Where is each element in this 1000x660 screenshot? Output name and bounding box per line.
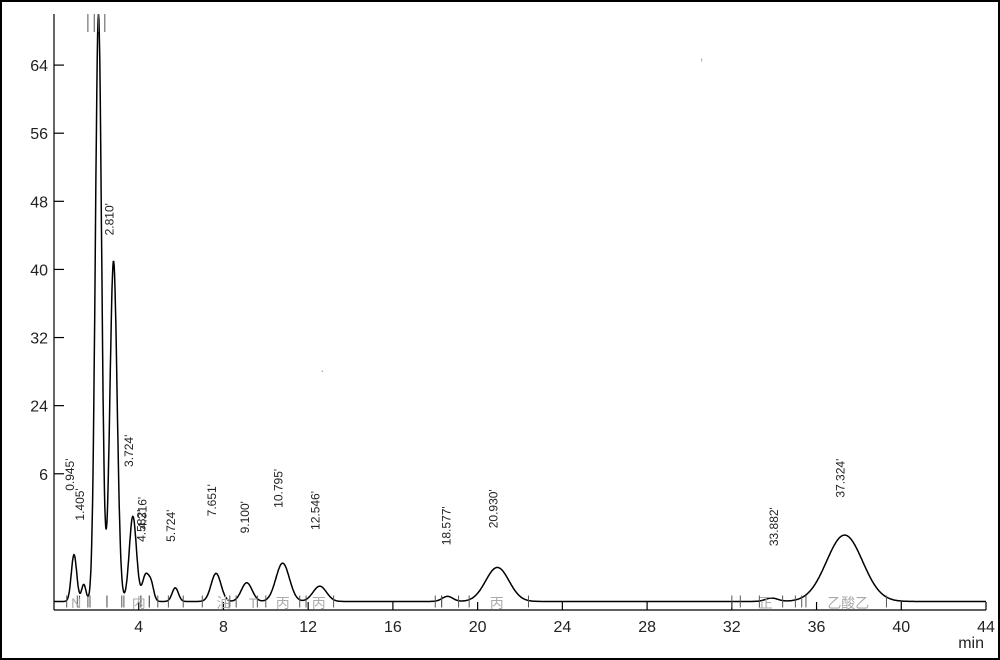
baseline-annotation: 乙酸乙 — [827, 595, 869, 611]
peak-label: 12.546' — [309, 491, 323, 530]
peak-label: 7.651' — [205, 484, 219, 516]
y-tick-label: 64 — [30, 58, 48, 75]
baseline-annotation: 油 — [216, 595, 230, 611]
peak-label: 5.724' — [164, 510, 178, 542]
peak-label: 4.582' — [135, 510, 149, 542]
x-tick-label: 24 — [553, 619, 571, 636]
baseline-annotation: 内 — [132, 595, 146, 611]
y-tick-label: 24 — [30, 399, 48, 416]
baseline-annotation: N — [71, 595, 81, 611]
baseline-annotation: T — [249, 595, 258, 611]
x-tick-label: 44 — [977, 619, 995, 636]
peak-label: 33.882' — [767, 507, 781, 546]
x-tick-label: 20 — [469, 619, 487, 636]
chromatogram-trace — [54, 14, 986, 602]
y-tick-label: 48 — [30, 194, 48, 211]
peak-label: 18.577' — [440, 506, 454, 545]
baseline-annotation: 正 — [759, 595, 773, 611]
peak-label: 3.724' — [122, 435, 136, 467]
y-tick-label: 56 — [30, 126, 48, 143]
x-tick-label: 8 — [219, 619, 228, 636]
peak-label: 2.810' — [103, 203, 117, 235]
x-tick-label: 4 — [134, 619, 143, 636]
artifact-mark: ‚ — [700, 47, 703, 63]
artifact-mark: · — [320, 362, 325, 378]
y-tick-label: 32 — [30, 331, 48, 348]
peak-label: 20.930' — [486, 489, 500, 528]
peak-label: 1.405' — [73, 488, 87, 520]
x-tick-label: 32 — [723, 619, 741, 636]
baseline-annotation: 丙 — [276, 595, 290, 611]
x-tick-label: 12 — [299, 619, 317, 636]
peak-label: 9.100' — [238, 501, 252, 533]
y-tick-label: 6 — [39, 467, 48, 484]
baseline-annotation: 丙 — [312, 595, 326, 611]
x-tick-label: 36 — [808, 619, 826, 636]
x-tick-label: 16 — [384, 619, 402, 636]
frame — [1, 1, 999, 659]
peak-label: 10.795' — [272, 469, 286, 508]
baseline-annotation: 丙 — [490, 595, 504, 611]
x-tick-label: 28 — [638, 619, 656, 636]
chromatogram-chart: 624324048566448121620242832364044min0.94… — [0, 0, 1000, 660]
x-unit-label: min — [958, 635, 984, 652]
peak-label: 0.945' — [63, 458, 77, 490]
y-tick-label: 40 — [30, 262, 48, 279]
x-tick-label: 40 — [892, 619, 910, 636]
peak-label: 37.324' — [834, 459, 848, 498]
